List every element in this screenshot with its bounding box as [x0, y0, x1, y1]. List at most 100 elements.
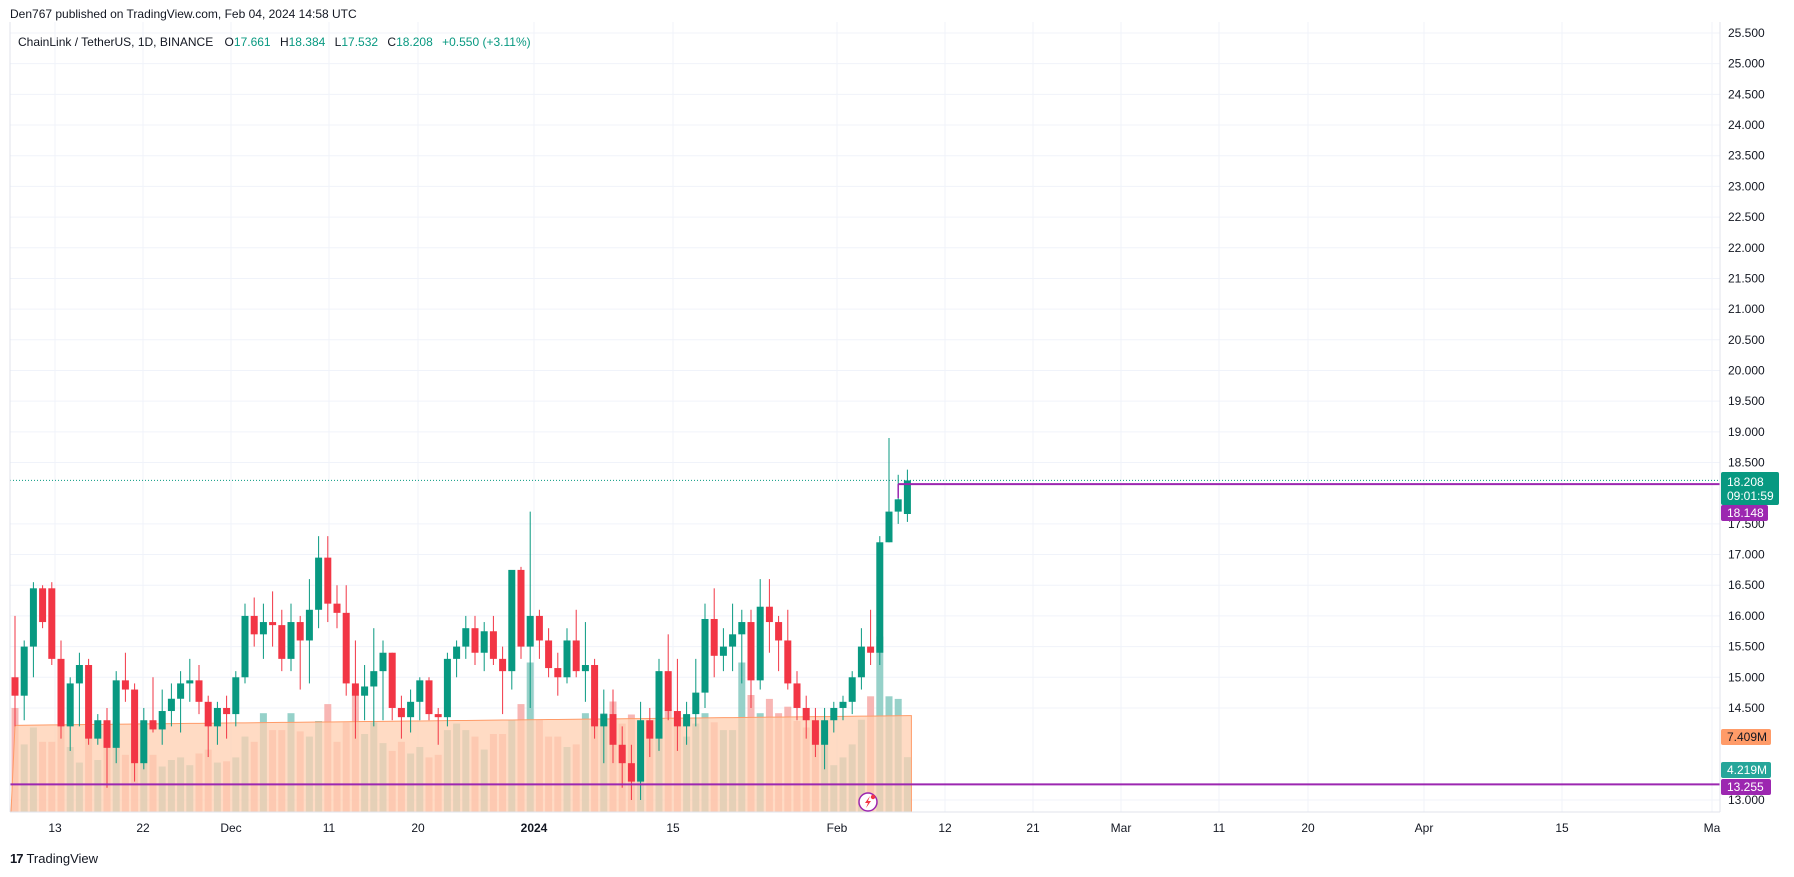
x-tick-label: Ma — [1704, 821, 1721, 835]
y-tick-label: 13.000 — [1728, 793, 1765, 807]
x-tick-label: 2024 — [521, 821, 548, 835]
candle-body — [581, 665, 589, 672]
tradingview-logo[interactable]: 17 TradingView — [10, 851, 98, 866]
y-tick-label: 23.000 — [1728, 179, 1765, 193]
candle-body — [710, 618, 718, 656]
candle-body — [876, 542, 884, 653]
candle-body — [738, 622, 746, 635]
candle-body — [443, 658, 451, 718]
y-tick-label: 21.000 — [1728, 302, 1765, 316]
candle-body — [471, 628, 479, 653]
candle-body — [756, 606, 764, 681]
x-tick-label: 15 — [666, 821, 680, 835]
legend-symbol: ChainLink / TetherUS, 1D, BINANCE — [18, 35, 213, 49]
candle-body — [75, 665, 83, 684]
candle-body — [489, 631, 497, 659]
y-tick-label: 24.500 — [1728, 87, 1765, 101]
legend-open-label: O — [225, 35, 234, 49]
candle-body — [747, 622, 755, 681]
candle-body — [158, 711, 166, 730]
legend-high: 18.384 — [289, 35, 326, 49]
price-axis[interactable]: 25.500 25.000 24.500 24.000 23.500 23.000 22.5… — [1728, 26, 1765, 807]
candle-body — [609, 714, 617, 745]
candle-body — [637, 720, 645, 782]
y-tick-label: 22.000 — [1728, 241, 1765, 255]
time-axis[interactable]: 13 22 Dec 11 20 2024 15 Feb 12 21 Mar 11 20 Apr 15 Ma — [48, 821, 1720, 835]
candle-body — [554, 668, 562, 678]
candle-body — [646, 720, 654, 739]
volume-last-label: 4.219M — [1721, 762, 1771, 778]
legend-close-label: C — [387, 35, 396, 49]
y-tick-label: 24.000 — [1728, 118, 1765, 132]
candle-body — [48, 588, 56, 659]
y-tick-label: 19.500 — [1728, 394, 1765, 408]
candle-body — [29, 588, 37, 647]
candle-body — [821, 720, 829, 745]
candle-body — [526, 615, 534, 647]
candle-body — [296, 622, 304, 641]
candle-body — [223, 707, 231, 715]
countdown-value: 09:01:59 — [1727, 489, 1774, 503]
y-tick-label: 17.000 — [1728, 548, 1765, 562]
y-tick-label: 18.500 — [1728, 456, 1765, 470]
lower-line-value: 13.255 — [1727, 780, 1764, 794]
y-tick-label: 15.000 — [1728, 670, 1765, 684]
legend-open: 17.661 — [234, 35, 271, 49]
candle-body — [39, 588, 47, 623]
candle-body — [333, 603, 341, 613]
volume-ma-label: 7.409M — [1721, 729, 1771, 745]
tradingview-mark-icon: 17 — [10, 851, 24, 866]
chart-legend: ChainLink / TetherUS, 1D, BINANCE O17.66… — [18, 35, 531, 49]
candle-body — [894, 499, 902, 512]
candle-body — [167, 698, 175, 712]
x-tick-label: 13 — [48, 821, 62, 835]
events-icon[interactable] — [858, 792, 878, 812]
candle-body — [425, 680, 433, 715]
x-tick-label: Feb — [827, 821, 848, 835]
candle-body — [259, 622, 267, 635]
legend-change: +0.550 (+3.11%) — [442, 35, 531, 49]
y-tick-label: 15.500 — [1728, 640, 1765, 654]
y-tick-label: 23.500 — [1728, 149, 1765, 163]
y-tick-label: 20.000 — [1728, 363, 1765, 377]
candle-body — [250, 615, 258, 635]
candle-body — [131, 689, 139, 764]
candle-body — [278, 625, 286, 659]
candle-body — [857, 646, 865, 678]
candle-body — [508, 569, 516, 672]
publisher-caption: Den767 published on TradingView.com, Feb… — [10, 7, 357, 21]
candle-body — [811, 720, 819, 745]
y-tick-label: 16.000 — [1728, 609, 1765, 623]
candle-body — [20, 646, 28, 696]
candle-body — [664, 671, 672, 712]
legend-low-label: L — [335, 35, 342, 49]
candle-body — [213, 707, 221, 727]
y-tick-label: 25.500 — [1728, 26, 1765, 40]
candle-body — [241, 615, 249, 678]
candle-body — [397, 707, 405, 718]
x-tick-label: 22 — [136, 821, 150, 835]
candle-body — [885, 511, 893, 543]
volume-last-value: 4.219M — [1727, 763, 1767, 777]
candle-body — [94, 720, 102, 739]
candle-body — [701, 618, 709, 693]
candle-body — [351, 683, 359, 696]
candle-body — [535, 615, 543, 641]
candle-body — [903, 480, 911, 515]
x-tick-label: 11 — [323, 821, 336, 835]
candle-body — [103, 720, 111, 748]
upper-line-label: 18.148 — [1721, 505, 1768, 521]
candle-body — [315, 557, 323, 610]
candle-body — [793, 683, 801, 708]
candle-body — [591, 665, 599, 727]
legend-high-label: H — [280, 35, 289, 49]
candle-body — [655, 671, 663, 739]
legend-low: 17.532 — [341, 35, 378, 49]
candle-body — [830, 707, 838, 721]
candle-body — [66, 683, 74, 727]
candle-body — [600, 714, 608, 727]
candle-body — [416, 680, 424, 702]
y-tick-label: 21.500 — [1728, 271, 1765, 285]
candle-body — [729, 634, 737, 647]
